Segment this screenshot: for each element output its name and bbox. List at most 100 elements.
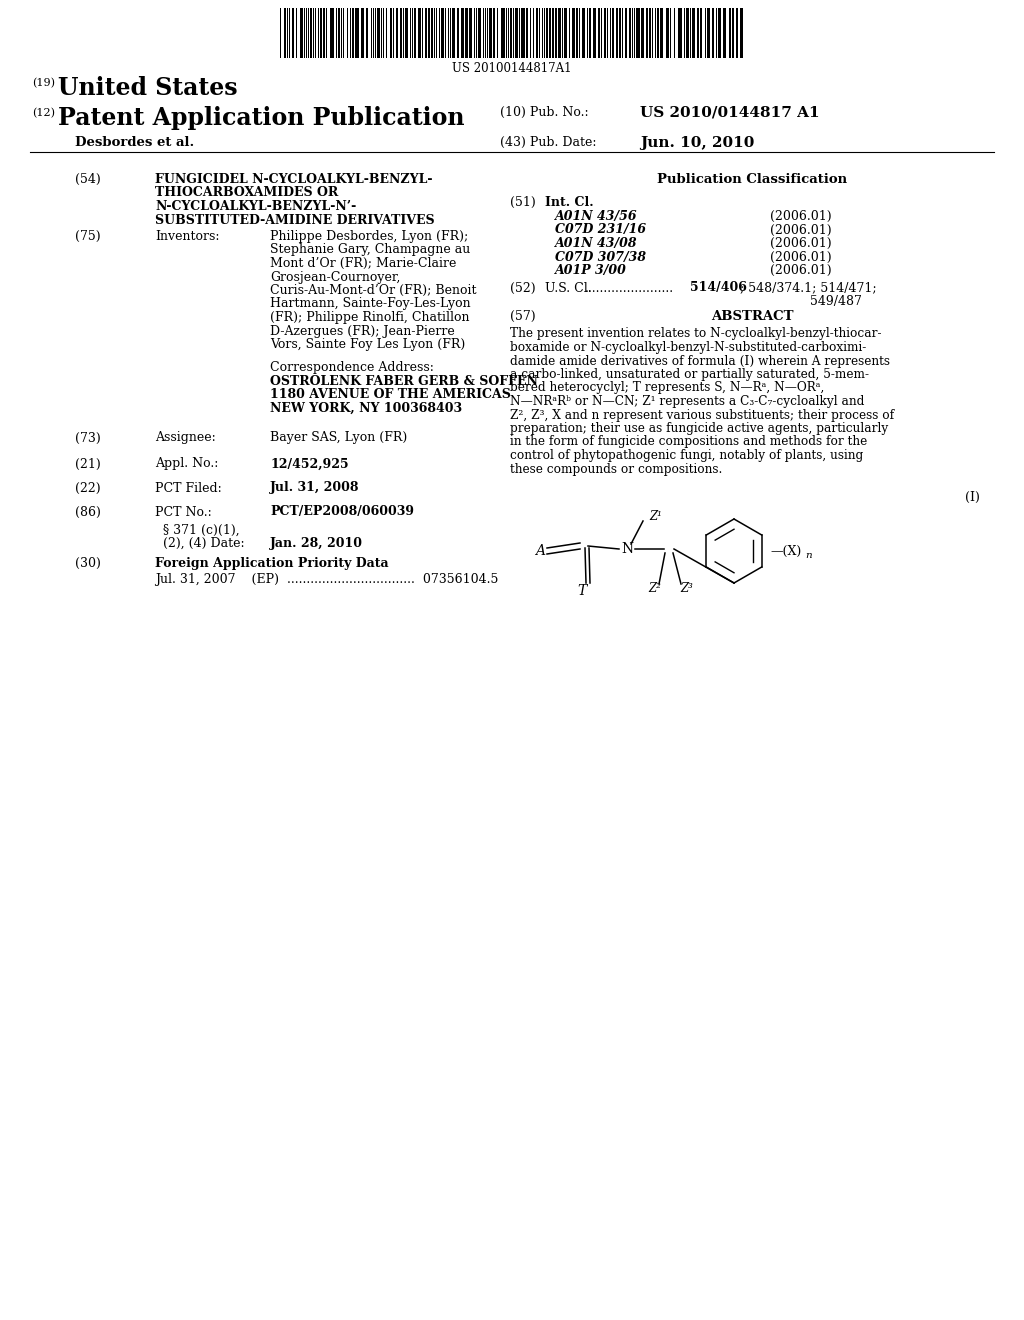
Bar <box>646 8 648 58</box>
Text: (30): (30) <box>75 557 101 569</box>
Bar <box>629 8 631 58</box>
Bar <box>428 8 430 58</box>
Bar <box>400 8 402 58</box>
Text: D-Azergues (FR); Jean-Pierre: D-Azergues (FR); Jean-Pierre <box>270 325 455 338</box>
Bar <box>589 8 591 58</box>
Bar <box>396 8 398 58</box>
Bar <box>616 8 618 58</box>
Bar <box>414 8 416 58</box>
Text: § 371 (c)(1),: § 371 (c)(1), <box>163 524 240 536</box>
Text: (86): (86) <box>75 506 101 519</box>
Text: Publication Classification: Publication Classification <box>657 173 847 186</box>
Text: in the form of fungicide compositions and methods for the: in the form of fungicide compositions an… <box>510 436 867 449</box>
Text: preparation; their use as fungicide active agents, particularly: preparation; their use as fungicide acti… <box>510 422 888 436</box>
Text: OSTROLENK FABER GERB & SOFFEN: OSTROLENK FABER GERB & SOFFEN <box>270 375 538 388</box>
Text: N: N <box>621 543 633 556</box>
Text: Appl. No.:: Appl. No.: <box>155 458 218 470</box>
Text: (57): (57) <box>510 309 536 322</box>
Text: (2006.01): (2006.01) <box>770 251 831 264</box>
Text: Bayer SAS, Lyon (FR): Bayer SAS, Lyon (FR) <box>270 432 408 445</box>
Text: (I): (I) <box>966 491 980 504</box>
Text: Philippe Desbordes, Lyon (FR);: Philippe Desbordes, Lyon (FR); <box>270 230 468 243</box>
Text: (51): (51) <box>510 195 536 209</box>
Bar <box>352 8 354 58</box>
Bar <box>390 8 392 58</box>
Bar <box>700 8 702 58</box>
Bar <box>510 8 512 58</box>
Text: Hartmann, Sainte-Foy-Les-Lyon: Hartmann, Sainte-Foy-Les-Lyon <box>270 297 471 310</box>
Text: Z³: Z³ <box>681 582 693 595</box>
Bar <box>330 8 334 58</box>
Text: control of phytopathogenic fungi, notably of plants, using: control of phytopathogenic fungi, notabl… <box>510 449 863 462</box>
Bar <box>418 8 421 58</box>
Bar <box>729 8 731 58</box>
Text: Z², Z³, X and n represent various substituents; their process of: Z², Z³, X and n represent various substi… <box>510 408 894 421</box>
Text: Z²: Z² <box>648 582 662 595</box>
Text: (21): (21) <box>75 458 100 470</box>
Bar <box>338 8 340 58</box>
Text: A: A <box>535 544 545 558</box>
Text: T: T <box>578 583 587 598</box>
Text: Jan. 28, 2010: Jan. 28, 2010 <box>270 536 362 549</box>
Bar <box>489 8 492 58</box>
Text: damide amide derivatives of formula (I) wherein A represents: damide amide derivatives of formula (I) … <box>510 355 890 367</box>
Text: .......................: ....................... <box>585 281 674 294</box>
Text: Patent Application Publication: Patent Application Publication <box>58 106 465 129</box>
Bar <box>452 8 455 58</box>
Bar <box>593 8 596 58</box>
Text: a carbo-linked, unsaturated or partially saturated, 5-mem-: a carbo-linked, unsaturated or partially… <box>510 368 869 381</box>
Text: 1180 AVENUE OF THE AMERICAS: 1180 AVENUE OF THE AMERICAS <box>270 388 511 401</box>
Bar <box>707 8 710 58</box>
Bar <box>736 8 738 58</box>
Text: bered heterocyclyl; T represents S, N—Rᵃ, N—ORᵃ,: bered heterocyclyl; T represents S, N—Rᵃ… <box>510 381 824 395</box>
Bar <box>598 8 600 58</box>
Bar <box>723 8 726 58</box>
Text: N-CYCLOALKYL-BENZYL-N’-: N-CYCLOALKYL-BENZYL-N’- <box>155 201 356 213</box>
Text: (2), (4) Date:: (2), (4) Date: <box>163 536 245 549</box>
Text: United States: United States <box>58 77 238 100</box>
Bar <box>457 8 459 58</box>
Text: Jun. 10, 2010: Jun. 10, 2010 <box>640 136 755 150</box>
Text: Z¹: Z¹ <box>649 510 662 523</box>
Bar <box>284 8 286 58</box>
Text: PCT Filed:: PCT Filed: <box>155 482 222 495</box>
Bar <box>657 8 659 58</box>
Text: A01P 3/00: A01P 3/00 <box>555 264 627 277</box>
Bar <box>555 8 557 58</box>
Bar <box>625 8 627 58</box>
Text: (2006.01): (2006.01) <box>770 238 831 249</box>
Bar <box>406 8 408 58</box>
Text: (22): (22) <box>75 482 100 495</box>
Text: US 2010/0144817 A1: US 2010/0144817 A1 <box>640 106 819 120</box>
Bar <box>526 8 528 58</box>
Text: (FR); Philippe Rinolfi, Chatillon: (FR); Philippe Rinolfi, Chatillon <box>270 312 469 323</box>
Text: PCT No.:: PCT No.: <box>155 506 212 519</box>
Text: Mont d’Or (FR); Marie-Claire: Mont d’Or (FR); Marie-Claire <box>270 257 457 271</box>
Bar <box>732 8 734 58</box>
Bar <box>604 8 606 58</box>
Bar <box>575 8 578 58</box>
Text: (52): (52) <box>510 281 536 294</box>
Text: Int. Cl.: Int. Cl. <box>545 195 594 209</box>
Text: Inventors:: Inventors: <box>155 230 219 243</box>
Text: Assignee:: Assignee: <box>155 432 216 445</box>
Text: (43) Pub. Date:: (43) Pub. Date: <box>500 136 597 149</box>
Text: (2006.01): (2006.01) <box>770 223 831 236</box>
Bar <box>323 8 325 58</box>
Bar <box>465 8 468 58</box>
Bar <box>366 8 368 58</box>
Bar <box>310 8 312 58</box>
Bar <box>697 8 699 58</box>
Text: SUBSTITUTED-AMIDINE DERIVATIVES: SUBSTITUTED-AMIDINE DERIVATIVES <box>155 214 434 227</box>
Bar <box>319 8 322 58</box>
Bar <box>636 8 640 58</box>
Bar <box>425 8 427 58</box>
Text: (10) Pub. No.:: (10) Pub. No.: <box>500 106 589 119</box>
Bar <box>300 8 303 58</box>
Text: 549/487: 549/487 <box>810 294 862 308</box>
Text: PCT/EP2008/060039: PCT/EP2008/060039 <box>270 506 414 519</box>
Bar <box>712 8 714 58</box>
Bar <box>582 8 585 58</box>
Bar <box>564 8 567 58</box>
Text: (19): (19) <box>32 78 55 88</box>
